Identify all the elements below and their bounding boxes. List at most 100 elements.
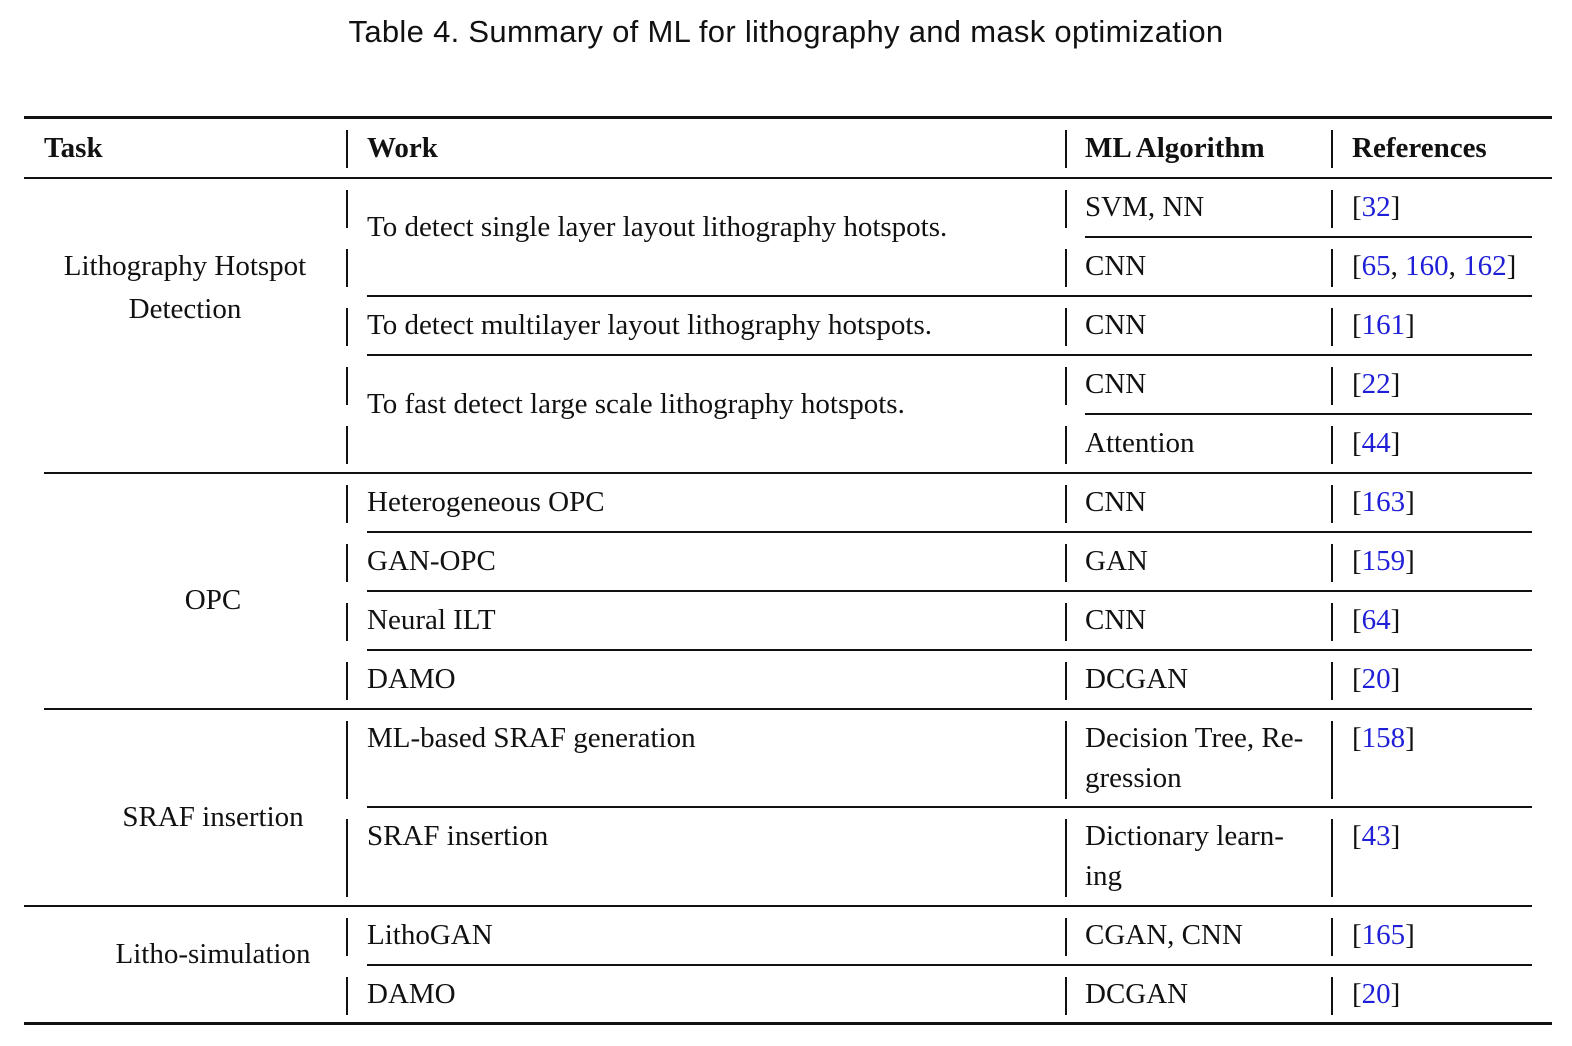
header-divider xyxy=(346,130,348,168)
algorithm-cell: Dictionary learn- ing xyxy=(1085,816,1284,896)
reference-cell: [165] xyxy=(1352,919,1415,951)
reference-cell: [161] xyxy=(1352,309,1415,341)
citation-link[interactable]: 158 xyxy=(1361,722,1406,754)
row-rule xyxy=(1085,236,1532,238)
algo-divider xyxy=(1065,544,1067,582)
ref-divider xyxy=(1331,308,1333,346)
work-divider xyxy=(346,249,348,287)
reference-cell: [20] xyxy=(1352,978,1401,1010)
work-divider xyxy=(346,544,348,582)
citation-link[interactable]: 22 xyxy=(1361,368,1391,400)
work-divider xyxy=(346,977,348,1015)
table-caption: Table 4. Summary of ML for lithography a… xyxy=(348,14,1224,49)
citation-link[interactable]: 161 xyxy=(1361,309,1406,341)
algorithm-line: Decision Tree, Re- xyxy=(1085,722,1304,754)
header-bottom-rule xyxy=(24,177,1552,179)
citation-link[interactable]: 43 xyxy=(1361,820,1391,852)
work-cell: SRAF insertion xyxy=(367,820,549,852)
header-task: Task xyxy=(44,132,103,164)
ref-divider xyxy=(1331,721,1333,799)
ref-divider xyxy=(1331,485,1333,523)
ref-divider xyxy=(1331,819,1333,897)
work-divider xyxy=(346,426,348,464)
ref-divider xyxy=(1331,918,1333,956)
algo-divider xyxy=(1065,662,1067,700)
algorithm-cell: Attention xyxy=(1085,427,1195,459)
ref-divider xyxy=(1331,249,1333,287)
algorithm-cell: SVM, NN xyxy=(1085,191,1205,223)
algorithm-cell: DCGAN xyxy=(1085,978,1189,1010)
work-divider xyxy=(346,819,348,897)
work-divider xyxy=(346,367,348,405)
algo-divider xyxy=(1065,721,1067,799)
algorithm-cell: Decision Tree, Re- gression xyxy=(1085,718,1303,798)
citation-link[interactable]: 32 xyxy=(1361,191,1391,223)
header-work: Work xyxy=(367,132,438,164)
work-cell: To detect single layer layout lithograph… xyxy=(367,211,948,243)
task-sraf-insertion: SRAF insertion xyxy=(122,801,304,833)
task-litho-simulation: Litho-simulation xyxy=(115,938,311,970)
row-rule xyxy=(1085,413,1532,415)
algorithm-line: Dictionary learn- xyxy=(1085,820,1284,852)
reference-cell: [32] xyxy=(1352,191,1401,223)
work-cell: Neural ILT xyxy=(367,604,496,636)
citation-link[interactable]: 44 xyxy=(1361,427,1391,459)
reference-cell: [163] xyxy=(1352,486,1415,518)
task-label-line: Lithography Hotspot xyxy=(63,250,307,282)
reference-cell: [20] xyxy=(1352,663,1401,695)
row-rule xyxy=(367,531,1532,533)
reference-cell: [43] xyxy=(1352,820,1401,852)
reference-cell: [44] xyxy=(1352,427,1401,459)
algo-divider xyxy=(1065,819,1067,897)
work-divider xyxy=(346,485,348,523)
algorithm-line: ing xyxy=(1085,860,1123,892)
task-opc: OPC xyxy=(184,584,242,616)
algorithm-cell: CNN xyxy=(1085,250,1147,282)
work-divider xyxy=(346,918,348,956)
work-divider xyxy=(346,662,348,700)
citation-link[interactable]: 159 xyxy=(1361,545,1406,577)
algo-divider xyxy=(1065,367,1067,405)
ref-divider xyxy=(1331,426,1333,464)
citation-link[interactable]: 165 xyxy=(1361,919,1406,951)
citation-link[interactable]: 162 xyxy=(1463,250,1507,282)
work-divider xyxy=(346,308,348,346)
header-ml-algorithm: ML Algorithm xyxy=(1085,132,1265,164)
algo-divider xyxy=(1065,918,1067,956)
work-cell: GAN-OPC xyxy=(367,545,496,577)
algo-divider xyxy=(1065,603,1067,641)
work-cell: ML-based SRAF generation xyxy=(367,722,696,754)
work-cell: DAMO xyxy=(367,978,456,1010)
algorithm-line: gression xyxy=(1085,762,1182,794)
citation-link[interactable]: 20 xyxy=(1361,663,1391,695)
group-rule xyxy=(44,472,1532,474)
header-divider xyxy=(1331,130,1333,168)
group-rule xyxy=(24,905,1532,907)
work-cell: To detect multilayer layout lithography … xyxy=(367,309,932,341)
algo-divider xyxy=(1065,977,1067,1015)
ref-divider xyxy=(1331,544,1333,582)
task-label-line: Detection xyxy=(128,293,242,325)
algo-divider xyxy=(1065,426,1067,464)
citation-link[interactable]: 160 xyxy=(1405,250,1449,282)
citation-link[interactable]: 65 xyxy=(1361,250,1391,282)
algorithm-cell: CGAN, CNN xyxy=(1085,919,1243,951)
citation-link[interactable]: 20 xyxy=(1361,978,1391,1010)
row-rule xyxy=(367,649,1532,651)
algo-divider xyxy=(1065,190,1067,228)
row-rule xyxy=(367,964,1532,966)
task-hotspot-detection: Lithography Hotspot Detection xyxy=(36,245,334,331)
reference-cell: [64] xyxy=(1352,604,1401,636)
reference-cell: [65, 160, 162] xyxy=(1352,250,1517,282)
work-divider xyxy=(346,603,348,641)
ref-divider xyxy=(1331,603,1333,641)
algorithm-cell: DCGAN xyxy=(1085,663,1189,695)
citation-link[interactable]: 163 xyxy=(1361,486,1406,518)
reference-cell: [158] xyxy=(1352,722,1415,754)
table-bottom-rule xyxy=(24,1022,1552,1025)
ref-divider xyxy=(1331,367,1333,405)
citation-link[interactable]: 64 xyxy=(1361,604,1391,636)
row-rule xyxy=(367,590,1532,592)
work-cell: DAMO xyxy=(367,663,456,695)
row-rule xyxy=(367,806,1532,808)
